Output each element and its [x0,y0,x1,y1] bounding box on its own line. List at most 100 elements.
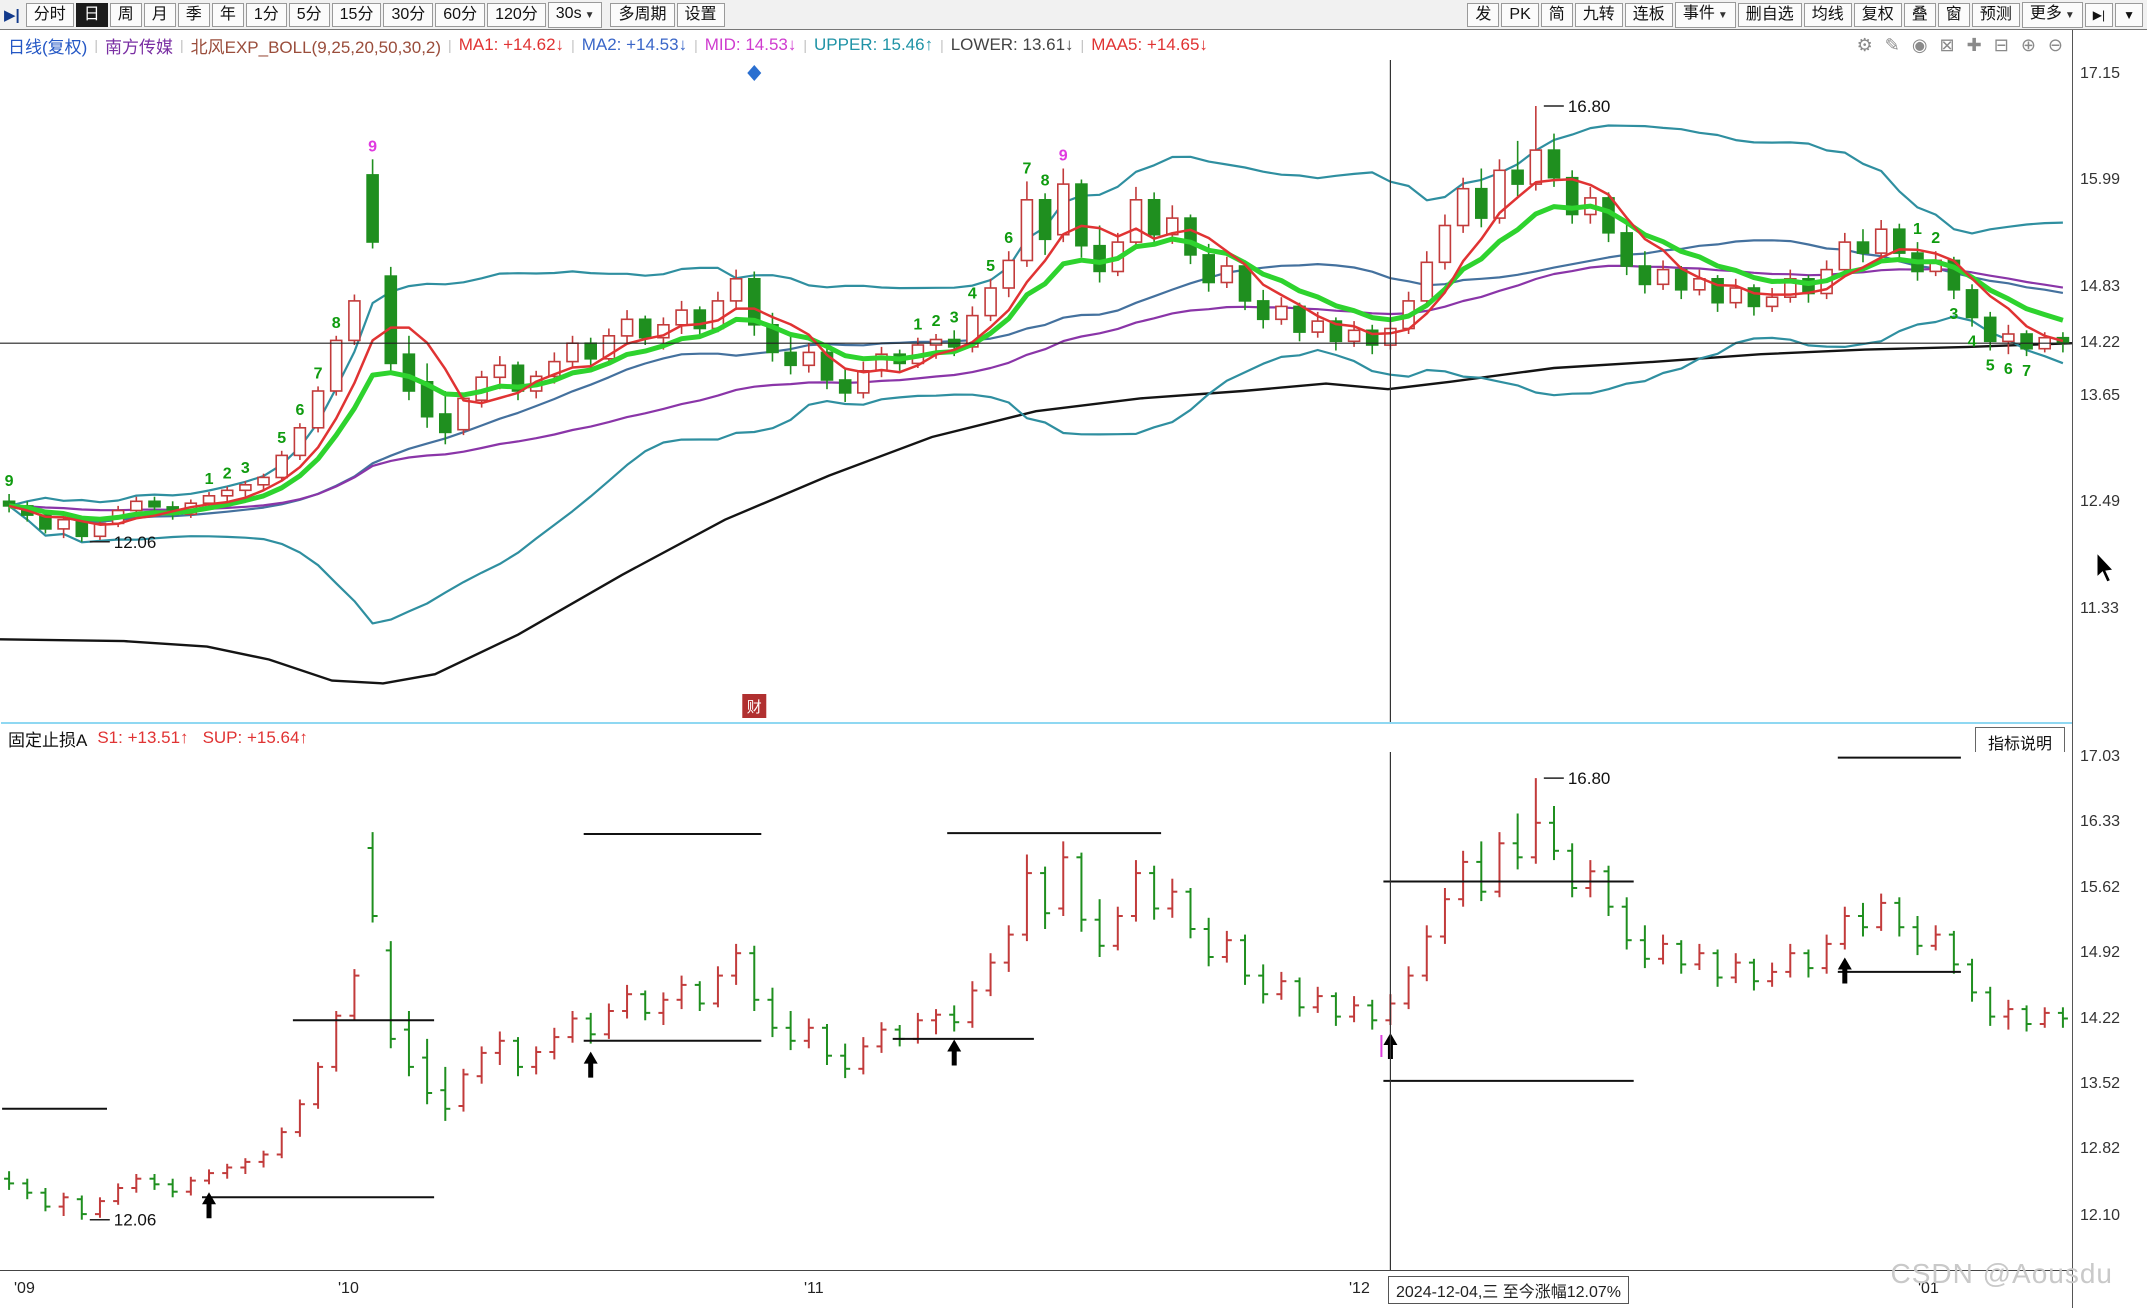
svg-text:3: 3 [241,460,250,477]
indicator-value: S1: +13.51↑ [97,728,189,747]
buy-signal-arrow [583,1051,598,1078]
indicator-values: S1: +13.51↑ SUP: +15.64↑ [97,728,308,748]
period-button-年[interactable]: 年 [211,2,244,27]
eye-icon[interactable]: ◉ [1911,35,1928,55]
header-segment: MAA5: +14.65↓ [1091,35,1208,54]
period-button-30分[interactable]: 30分 [383,2,434,27]
stoploss-indicator-chart[interactable]: 16.80 12.06 [0,752,2072,1270]
toolbar-extra-group: 多周期 设置 [610,2,725,27]
x-axis-label: '09 [14,1280,35,1297]
finance-event-icon: 财 [742,694,767,718]
buy-signal-arrow [202,1192,217,1219]
candles [2,106,2070,542]
tool-button-复权[interactable]: 复权 [1853,2,1902,27]
svg-text:6: 6 [295,402,304,419]
header-segment: 南方传媒 [104,37,173,57]
tool-button-叠[interactable]: 叠 [1903,2,1936,27]
svg-text:6: 6 [1004,230,1013,247]
svg-text:5: 5 [1986,358,1995,375]
indicator-value: SUP: +15.64↑ [202,728,308,747]
price-label: 17.15 [2080,64,2121,82]
svg-text:5: 5 [277,430,286,447]
period-button-季[interactable]: 季 [177,2,210,27]
gear-icon[interactable]: ⚙ [1856,35,1873,55]
delete-icon[interactable]: ⊠ [1939,35,1955,55]
timeframe-dropdown[interactable]: 30s ▼ [547,1,603,28]
tool-button-更多[interactable]: 更多 ▼ [2021,1,2083,28]
tool-button-发[interactable]: 发 [1467,2,1500,27]
tool-button-窗[interactable]: 窗 [1937,2,1970,27]
period-button-15分[interactable]: 15分 [331,2,382,27]
separator: | [571,37,575,53]
lock-icon[interactable]: ⊟ [1993,35,2009,55]
tool-button-简[interactable]: 简 [1540,2,1573,27]
header-segment: 北风EXP_BOLL(9,25,20,50,30,2) [190,37,442,57]
svg-text:16.80: 16.80 [1568,769,1611,788]
period-toolbar: ▶| 分时日周月季年 1分 5分 15分 30分 60分 120分 30s ▼ 多周期 设置 发… [0,0,2147,30]
svg-text:4: 4 [1968,334,1977,351]
separator: | [803,37,808,53]
price-label: 13.65 [2080,386,2121,404]
header-segment: MA1: +14.62↓ [458,35,565,54]
separator: | [940,37,944,53]
tool-button-预测[interactable]: 预测 [1971,2,2020,27]
chart-tool-icons: ⚙ ✎ ◉ ⊠ ✚ ⊟ ⊕ ⊖ [1857,33,2063,57]
period-button-日[interactable]: 日 [75,2,108,27]
svg-text:8: 8 [1041,172,1050,189]
jump-to-latest-icon[interactable]: ▶| [4,6,20,24]
zoom-in-icon[interactable]: ⊕ [2020,35,2036,55]
svg-text:3: 3 [950,309,959,326]
price-label: 11.33 [2080,599,2119,617]
header-segment: MID: 14.53↓ [704,35,797,54]
svg-text:12.06: 12.06 [114,1211,157,1230]
svg-text:1: 1 [1913,221,1922,238]
svg-text:4: 4 [968,285,977,302]
tool-button-连板[interactable]: 连板 [1624,2,1673,27]
period-button-月[interactable]: 月 [143,2,176,27]
toolbar-button-多周期[interactable]: 多周期 [610,2,675,27]
pencil-icon[interactable]: ✎ [1884,35,1900,55]
svg-text:5: 5 [986,258,995,275]
svg-text:3: 3 [1949,306,1958,323]
svg-text:12.06: 12.06 [114,533,157,552]
indicator-title: 固定止损A [8,730,88,750]
separator: | [94,37,98,53]
drag-icon[interactable]: ✚ [1966,35,1982,55]
tool-button-删自选[interactable]: 删自选 [1737,2,1802,27]
chevron-down-icon: ▼ [2064,9,2075,21]
tool-button-事件[interactable]: 事件 ▼ [1674,1,1736,28]
price-label: 12.49 [2080,493,2121,511]
toolbar-button-设置[interactable]: 设置 [676,2,725,27]
svg-text:1: 1 [913,317,922,334]
period-button-1分[interactable]: 1分 [245,2,287,27]
price-label: 14.22 [2080,1009,2121,1027]
period-button-60分[interactable]: 60分 [435,2,486,27]
jump-end-icon[interactable]: ▶| [2084,2,2114,27]
x-axis-label: '10 [338,1280,359,1297]
price-label: 12.10 [2080,1207,2121,1224]
toolbar-dropdown-icon[interactable]: ▼ [2115,2,2143,27]
price-axis[interactable]: 17.15 15.99 14.83 14.22 13.65 12.49 11.33 17.03… [2072,30,2147,1308]
price-label: 17.03 [2080,747,2121,765]
separator: | [448,37,452,53]
tool-button-PK[interactable]: PK [1501,2,1539,27]
period-button-周[interactable]: 周 [109,2,142,27]
x-axis-label: '01 [1918,1280,1939,1297]
svg-text:1: 1 [205,471,214,488]
period-button-5分[interactable]: 5分 [288,2,330,27]
zoom-out-icon[interactable]: ⊖ [2047,35,2063,55]
svg-text:财: 财 [747,699,762,716]
period-button-120分[interactable]: 120分 [487,2,546,27]
buy-signal-arrow [1837,957,1852,984]
tool-button-九转[interactable]: 九转 [1574,2,1623,27]
price-annotations: 16.80 12.06 [89,769,1611,1230]
price-label: 14.92 [2080,944,2121,962]
svg-text:8: 8 [332,315,341,332]
svg-text:2: 2 [932,313,941,330]
tool-button-均线[interactable]: 均线 [1803,2,1852,27]
header-segment: LOWER: 13.61↓ [950,35,1074,54]
period-button-分时[interactable]: 分时 [25,2,74,27]
x-axis-label: '12 [1349,1280,1370,1297]
